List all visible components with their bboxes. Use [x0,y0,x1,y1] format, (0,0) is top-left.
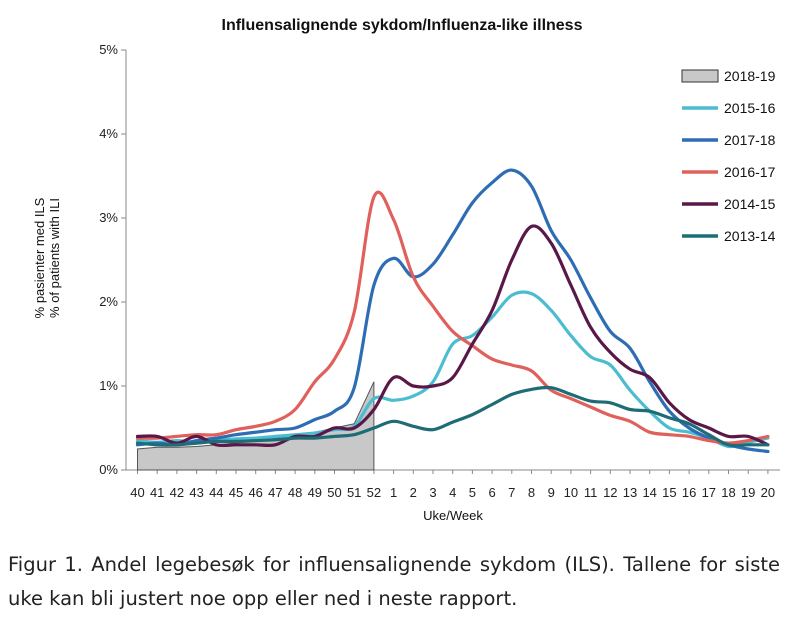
x-tick-label: 48 [288,485,302,500]
x-tick-label: 5 [469,485,476,500]
x-tick-label: 11 [584,485,598,500]
y-axis-label-group: % pasienter med ILS % of patients with I… [32,197,62,318]
series-line-2015-16 [135,290,770,449]
series-line-2013-14 [135,385,770,448]
x-tick-label: 6 [488,485,495,500]
figure-caption: Figur 1. Andel legebesøk for influensali… [8,553,780,610]
x-tick-label: 12 [603,485,617,500]
x-tick-label: 20 [761,485,775,500]
legend-label-2017-18: 2017-18 [724,132,776,148]
x-tick-label: 44 [209,485,223,500]
x-tick-label: 49 [308,485,322,500]
legend-label-2015-16: 2015-16 [724,100,776,116]
x-tick-label: 7 [508,485,515,500]
chart-title: Influensalignende sykdom/Influenza-like … [222,17,583,34]
x-tick-label: 17 [702,485,716,500]
x-tick-label: 42 [170,485,184,500]
chart: Influensalignende sykdom/Influenza-like … [32,17,780,523]
x-tick-label: 9 [548,485,555,500]
y-tick-label: 3% [99,210,118,225]
x-tick-label: 4 [449,485,456,500]
x-tick-label: 45 [229,485,243,500]
x-tick-label: 40 [130,485,144,500]
series-line-2017-18 [135,168,770,454]
x-tick-label: 8 [528,485,535,500]
x-tick-label: 16 [682,485,696,500]
x-tick-label: 3 [429,485,436,500]
series-line-2014-15 [135,224,770,448]
x-tick-label: 14 [642,485,656,500]
legend-swatch-2018-19 [681,69,719,83]
legend-label-2018-19: 2018-19 [724,68,776,84]
y-tick-label: 1% [99,378,118,393]
x-tick-label: 43 [189,485,203,500]
x-tick-label: 50 [327,485,341,500]
y-tick-label: 0% [99,462,118,477]
y-tick-label: 4% [99,126,118,141]
x-tick-label: 13 [623,485,637,500]
x-tick-label: 10 [564,485,578,500]
x-tick-label: 1 [390,485,397,500]
x-tick-label: 18 [721,485,735,500]
series-line-2016-17 [135,190,770,445]
x-tick-label: 2 [410,485,417,500]
legend: 2018-19 2015-16 2017-18 2016-17 2014-15 2013-… [681,68,776,244]
y-axis-label-line-1: % pasienter med ILS [32,197,47,318]
legend-label-2013-14: 2013-14 [724,228,776,244]
plot-area: 0%1%2%3%4%5%40 41 42 43 44 45 46 47 48 49 50 51 52 1 2… [99,42,780,500]
x-tick-label: 52 [367,485,381,500]
x-tick-label: 47 [268,485,282,500]
x-tick-label: 19 [741,485,755,500]
x-tick-label: 15 [662,485,676,500]
x-tick-label: 51 [347,485,361,500]
y-tick-label: 5% [99,42,118,57]
legend-label-2016-17: 2016-17 [724,164,776,180]
y-tick-label: 2% [99,294,118,309]
y-axis-label-line-2: % of patients with ILI [47,198,62,318]
x-tick-label: 41 [150,485,164,500]
legend-label-2014-15: 2014-15 [724,196,776,212]
x-axis-label: Uke/Week [423,508,483,523]
x-tick-label: 46 [248,485,262,500]
